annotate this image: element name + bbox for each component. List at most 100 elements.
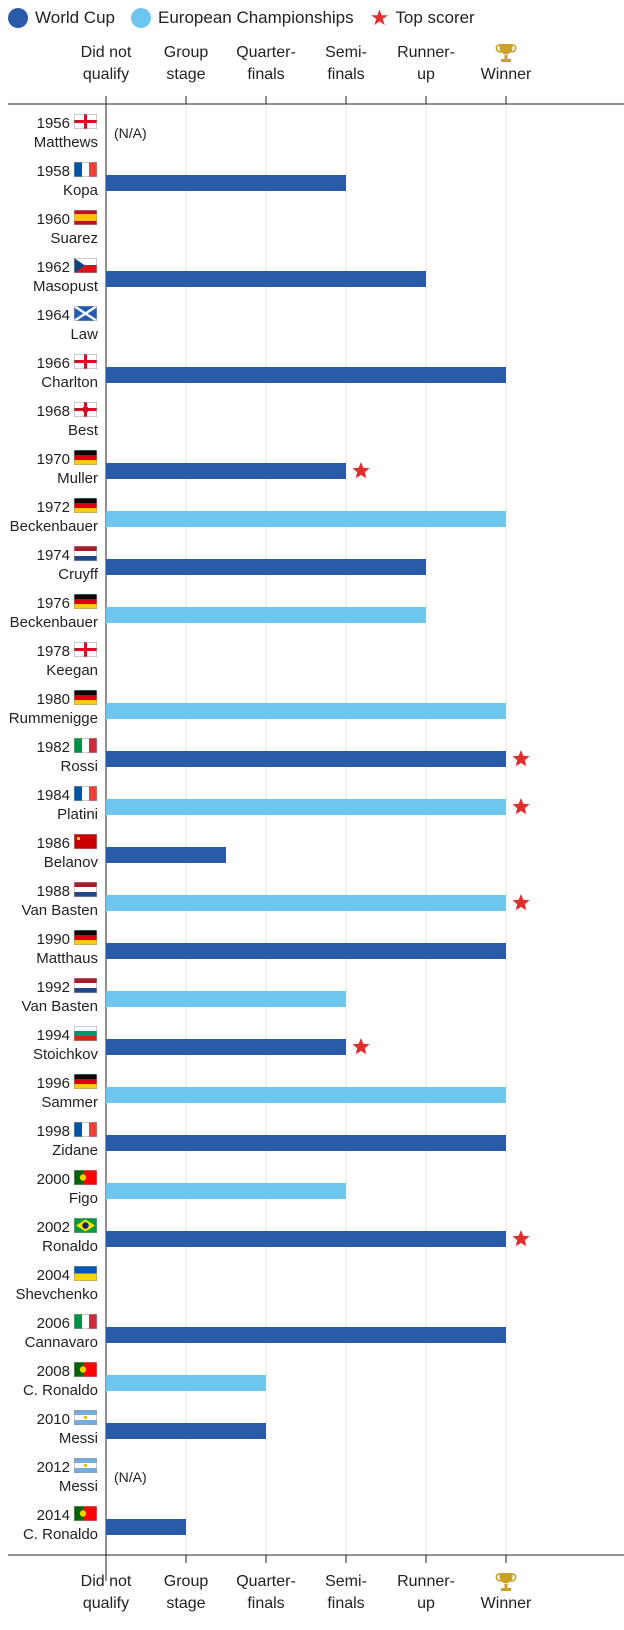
flag-icon-germany: [74, 450, 97, 465]
trophy-icon: [495, 1573, 517, 1591]
stage-label-bottom-1: stage: [166, 1595, 205, 1612]
bar-1988: [106, 895, 506, 911]
stage-label-bottom-0: qualify: [83, 1595, 129, 1612]
row-year: 1996: [37, 1075, 70, 1092]
row-year: 1956: [37, 115, 70, 132]
flag-icon-england: [74, 354, 97, 369]
top-scorer-star-icon: [512, 750, 530, 767]
flag-icon-netherlands: [74, 978, 97, 993]
stage-label-bottom-4: up: [417, 1595, 435, 1612]
flag-icon-germany: [74, 930, 97, 945]
legend-world-cup-label: World Cup: [35, 8, 115, 27]
flag-icon-brazil: [74, 1218, 97, 1233]
row-year: 2008: [37, 1363, 70, 1380]
bar-2000: [106, 1183, 346, 1199]
bar-1966: [106, 367, 506, 383]
stage-label-bottom-4: Runner-: [397, 1573, 455, 1590]
bar-1972: [106, 511, 506, 527]
row-player: Charlton: [41, 374, 98, 391]
row-year: 1966: [37, 355, 70, 372]
legend-world-cup: World Cup: [8, 8, 115, 28]
legend-top-scorer: ★ Top scorer: [370, 7, 475, 29]
stage-label-top-3: finals: [327, 66, 364, 83]
row-player: Shevchenko: [15, 1286, 98, 1303]
row-player: Rummenigge: [9, 710, 98, 727]
bar-1976: [106, 607, 426, 623]
flag-icon-czech: [74, 258, 97, 273]
row-year: 1968: [37, 403, 70, 420]
stage-label-bottom-3: finals: [327, 1595, 364, 1612]
flag-icon-scotland: [73, 304, 98, 323]
top-scorer-star-icon: [512, 894, 530, 911]
bar-1990: [106, 943, 506, 959]
row-player: C. Ronaldo: [23, 1526, 98, 1543]
row-player: Messi: [59, 1478, 98, 1495]
row-year: 1982: [37, 739, 70, 756]
na-label: (N/A): [114, 125, 147, 141]
flag-icon-england: [74, 114, 97, 129]
stage-label-top-4: up: [417, 66, 435, 83]
row-player: Beckenbauer: [10, 614, 98, 631]
top-scorer-star-icon: [512, 1230, 530, 1247]
stage-label-top-4: Runner-: [397, 44, 455, 61]
stage-label-bottom-2: Quarter-: [236, 1573, 296, 1590]
row-player: Van Basten: [22, 902, 98, 919]
flag-icon-france: [74, 1122, 97, 1137]
row-player: Belanov: [44, 854, 99, 871]
row-player: Muller: [57, 470, 98, 487]
bar-1994: [106, 1039, 346, 1055]
row-year: 2012: [37, 1459, 70, 1476]
bar-1984: [106, 799, 506, 815]
row-year: 1990: [37, 931, 70, 948]
row-year: 1992: [37, 979, 70, 996]
row-player: Matthaus: [36, 950, 98, 967]
flag-icon-portugal: [74, 1362, 97, 1377]
row-player: Ronaldo: [42, 1238, 98, 1255]
row-year: 1962: [37, 259, 70, 276]
flag-icon-germany: [74, 594, 97, 609]
na-label: (N/A): [114, 1469, 147, 1485]
bar-2002: [106, 1231, 506, 1247]
stage-label-top-0: qualify: [83, 66, 129, 83]
row-player: Masopust: [33, 278, 99, 295]
row-year: 1988: [37, 883, 70, 900]
row-year: 1960: [37, 211, 70, 228]
row-year: 1980: [37, 691, 70, 708]
row-year: 2000: [37, 1171, 70, 1188]
flag-icon-netherlands: [74, 546, 97, 561]
legend-euro-label: European Championships: [158, 8, 354, 27]
flag-icon-netherlands: [74, 882, 97, 897]
row-player: Figo: [69, 1190, 98, 1207]
row-year: 1958: [37, 163, 70, 180]
stage-label-top-5: Winner: [481, 66, 532, 83]
flag-icon-england: [74, 642, 97, 657]
flag-icon-argentina: [74, 1410, 97, 1425]
row-year: 1974: [37, 547, 70, 564]
bar-2006: [106, 1327, 506, 1343]
stage-label-bottom-5: Winner: [481, 1595, 532, 1612]
stage-label-top-1: Group: [164, 44, 209, 61]
bar-2014: [106, 1519, 186, 1535]
row-year: 1994: [37, 1027, 70, 1044]
flag-icon-spain: [74, 210, 97, 225]
flag-icon-northern_ireland: [74, 402, 97, 417]
row-player: C. Ronaldo: [23, 1382, 98, 1399]
row-year: 1978: [37, 643, 70, 660]
stage-label-top-3: Semi-: [325, 44, 367, 61]
flag-icon-portugal: [74, 1506, 97, 1521]
bar-1958: [106, 175, 346, 191]
row-player: Best: [68, 422, 99, 439]
row-player: Rossi: [60, 758, 98, 775]
row-player: Stoichkov: [33, 1046, 99, 1063]
stage-label-top-1: stage: [166, 66, 205, 83]
top-scorer-star-icon: [352, 462, 370, 479]
flag-icon-italy: [74, 1314, 97, 1329]
row-player: Keegan: [46, 662, 98, 679]
top-scorer-star-icon: [512, 798, 530, 815]
row-year: 1984: [37, 787, 70, 804]
flag-icon-germany: [74, 498, 97, 513]
flag-icon-germany: [74, 1074, 97, 1089]
row-year: 1964: [37, 307, 70, 324]
row-player: Matthews: [34, 134, 98, 151]
bar-1992: [106, 991, 346, 1007]
